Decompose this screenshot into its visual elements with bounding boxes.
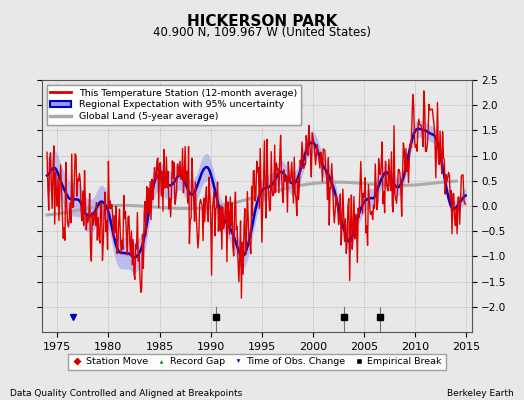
Y-axis label: Temperature Anomaly (°C): Temperature Anomaly (°C) [523,132,524,280]
Text: Berkeley Earth: Berkeley Earth [447,389,514,398]
Text: Data Quality Controlled and Aligned at Breakpoints: Data Quality Controlled and Aligned at B… [10,389,243,398]
Text: HICKERSON PARK: HICKERSON PARK [187,14,337,29]
Legend: Station Move, Record Gap, Time of Obs. Change, Empirical Break: Station Move, Record Gap, Time of Obs. C… [68,354,445,370]
Text: 40.900 N, 109.967 W (United States): 40.900 N, 109.967 W (United States) [153,26,371,39]
Legend: This Temperature Station (12-month average), Regional Expectation with 95% uncer: This Temperature Station (12-month avera… [47,85,301,125]
